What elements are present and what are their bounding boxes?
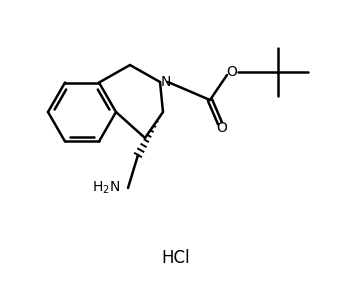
Text: O: O (216, 121, 227, 135)
Text: N: N (161, 75, 171, 89)
Text: H$_2$N: H$_2$N (92, 180, 120, 196)
Text: O: O (227, 65, 238, 79)
Text: HCl: HCl (162, 249, 190, 267)
